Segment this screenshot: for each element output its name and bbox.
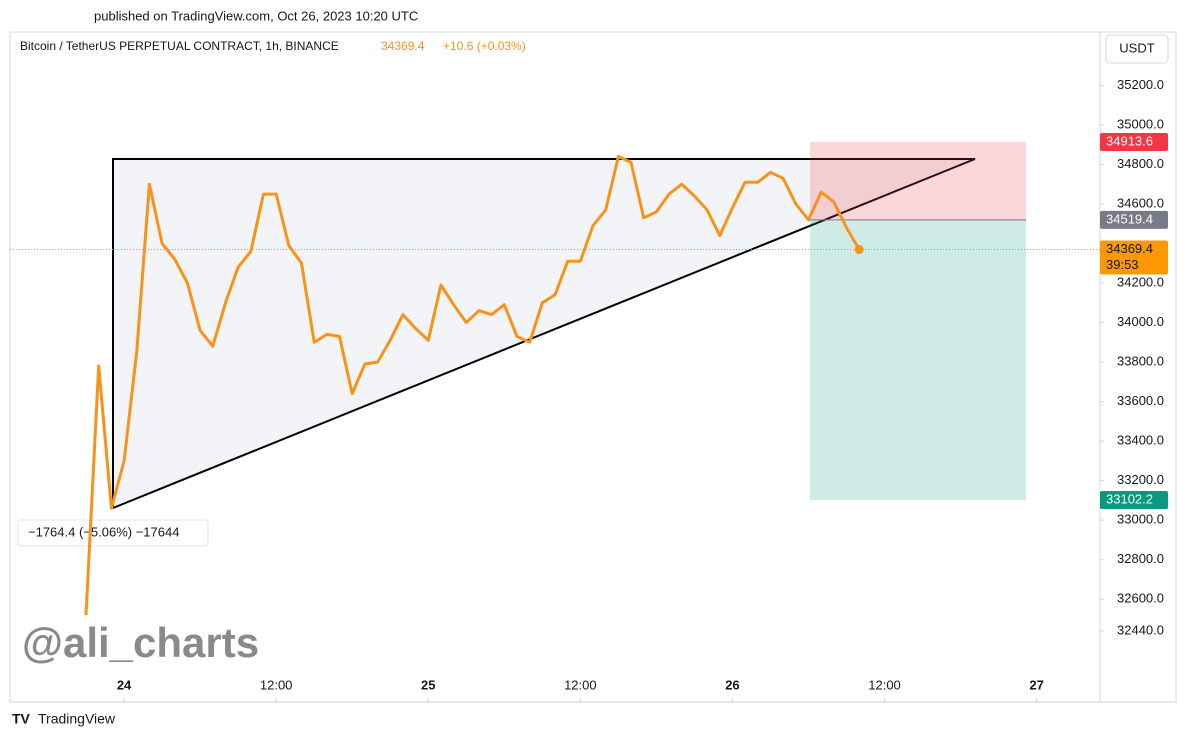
countdown: 39:53 [1106,257,1139,272]
stop-zone [810,141,1026,220]
y-tick-label: 34600.0 [1117,195,1164,210]
measure-box [17,519,209,547]
logo-mark: TV [12,711,31,727]
last-point [854,245,864,255]
price-tag [1100,240,1168,275]
last-price: 34369.4 [381,39,425,53]
y-tick-label: 33000.0 [1117,512,1164,527]
published: published on TradingView.com, Oct 26, 20… [94,8,418,23]
price-tag-label: 34369.4 [1106,241,1153,256]
y-tick-label: 32800.0 [1117,551,1164,566]
measure-label: −1764.4 (−5.06%) −17644 [28,524,179,539]
change: +10.6 (+0.03%) [443,39,526,53]
y-tick-label: 32600.0 [1117,591,1164,606]
x-tick-label: 27 [1029,677,1043,692]
currency[interactable]: USDT [1119,40,1154,55]
price-tag [1100,210,1168,229]
x-tick-label: 26 [725,677,739,692]
price-tag-label: 34519.4 [1106,211,1153,226]
y-tick-label: 33200.0 [1117,472,1164,487]
x-tick-label: 12:00 [868,677,901,692]
x-tick-label: 12:00 [564,677,597,692]
footer-logo: TradingView [38,711,116,727]
triangle [112,158,976,509]
y-tick-label: 34200.0 [1117,274,1164,289]
y-tick-label: 35200.0 [1117,77,1164,92]
frame [9,31,1177,703]
x-tick-label: 25 [421,677,435,692]
price-tag-label: 33102.2 [1106,491,1153,506]
y-tick-label: 35000.0 [1117,116,1164,131]
y-tick-label: 32440.0 [1117,622,1164,637]
symbol: Bitcoin / TetherUS PERPETUAL CONTRACT, 1… [20,39,339,53]
y-tick-label: 34800.0 [1117,156,1164,171]
currency-button[interactable] [1105,34,1169,64]
x-tick-label: 24 [117,677,132,692]
y-tick-label: 33800.0 [1117,353,1164,368]
price-tag [1100,132,1168,151]
watermark: @ali_charts [22,619,259,666]
y-tick-label: 33600.0 [1117,393,1164,408]
price-line [84,155,861,616]
price-tag [1100,490,1168,509]
y-tick-label: 34000.0 [1117,314,1164,329]
price-tag-label: 34913.6 [1106,133,1153,148]
y-tick-label: 33400.0 [1117,433,1164,448]
target-zone [810,219,1026,500]
x-tick-label: 12:00 [260,677,293,692]
